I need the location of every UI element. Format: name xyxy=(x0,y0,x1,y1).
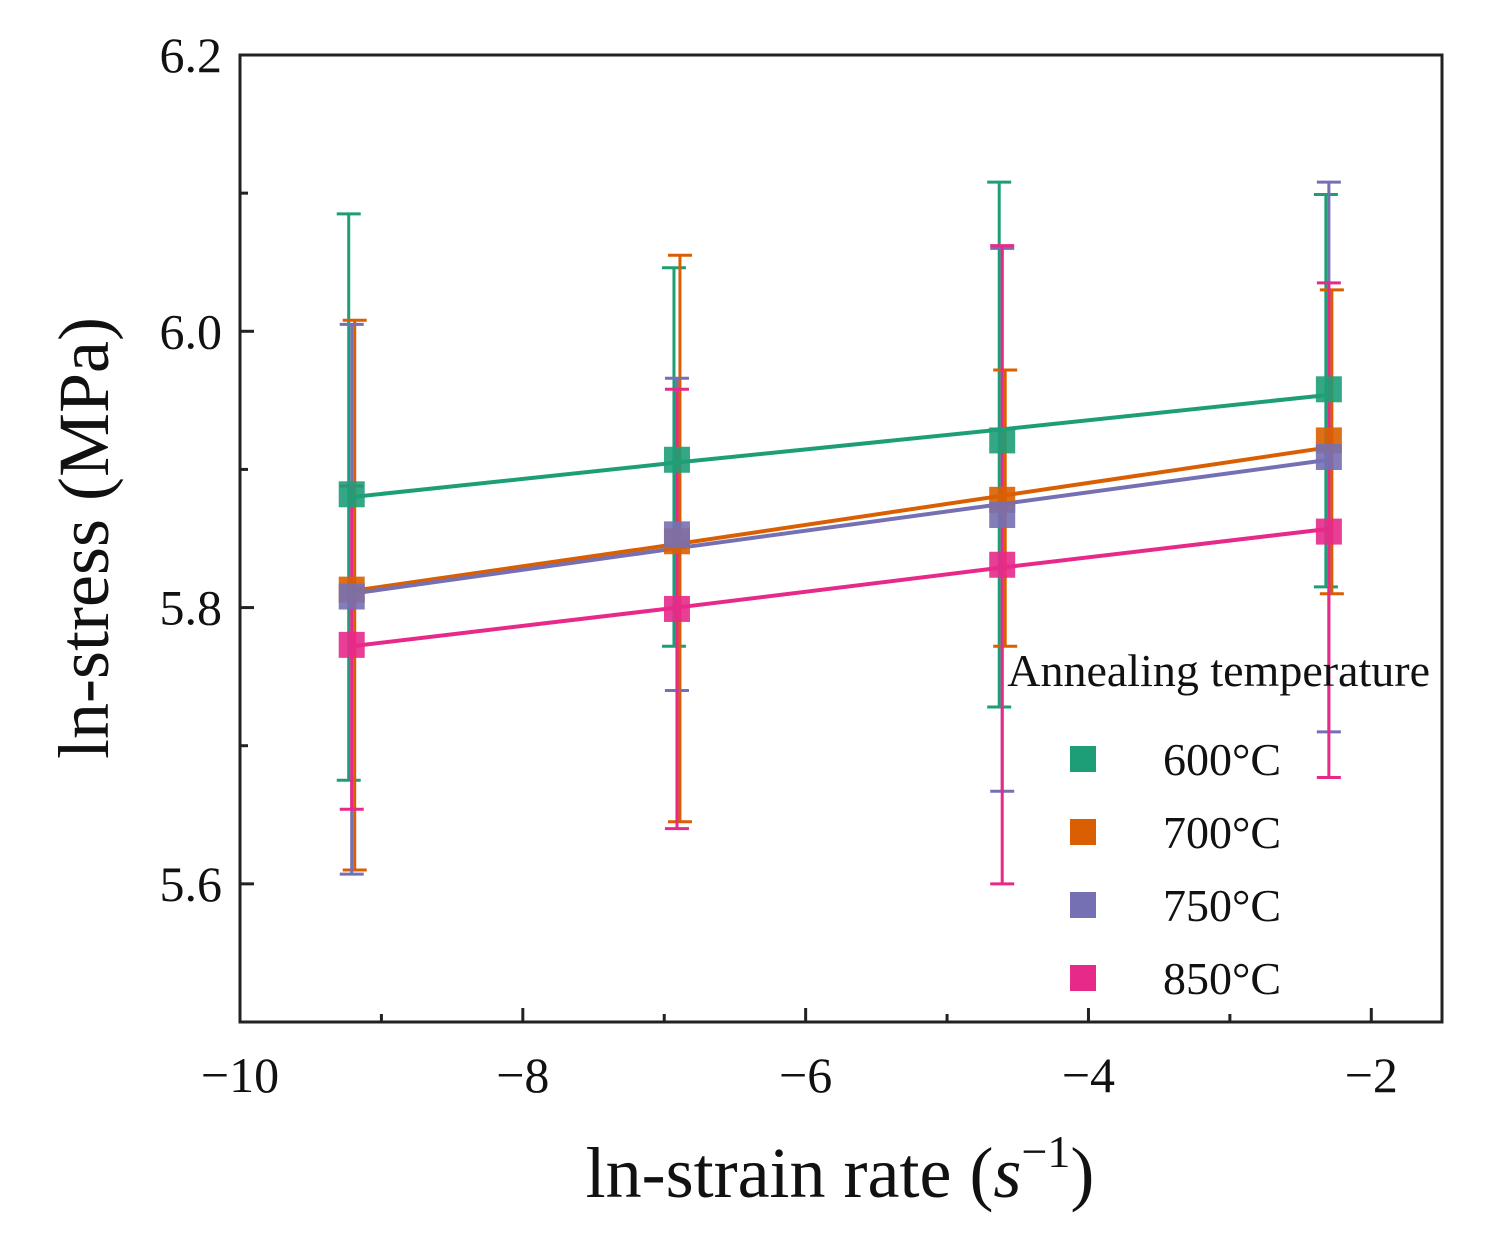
fit-line-850c xyxy=(351,526,1330,649)
markers-layer xyxy=(338,376,1342,658)
x-axis-title: ln-strain rate (s−1) xyxy=(586,1126,1095,1213)
x-tick-label: −6 xyxy=(779,1047,832,1103)
data-point-850c xyxy=(663,595,690,622)
data-point-750c xyxy=(989,502,1016,529)
legend-marker xyxy=(1070,819,1096,845)
y-tick-label: 6.0 xyxy=(160,303,223,359)
data-point-750c xyxy=(1315,443,1342,470)
fit-line-700c xyxy=(351,445,1330,593)
x-tick-label: −2 xyxy=(1345,1047,1398,1103)
data-point-850c xyxy=(989,551,1016,578)
data-point-850c xyxy=(338,631,365,658)
legend-entry-850c: 850°C xyxy=(1070,953,1281,1004)
y-axis-title: ln-stress (MPa) xyxy=(44,317,124,759)
legend: Annealing temperature 600°C 700°C 750°C 850… xyxy=(1007,645,1430,1004)
data-point-750c xyxy=(338,583,365,610)
legend-title: Annealing temperature xyxy=(1007,645,1430,696)
legend-label: 750°C xyxy=(1163,880,1281,931)
x-tick-label: −10 xyxy=(201,1047,279,1103)
x-tick-label: −8 xyxy=(496,1047,549,1103)
axes-layer xyxy=(238,53,1444,1024)
data-point-750c xyxy=(663,521,690,548)
y-tick-label: 5.6 xyxy=(160,856,223,912)
fit-line-750c xyxy=(351,457,1330,596)
y-tick-label: 5.8 xyxy=(160,580,223,636)
legend-marker xyxy=(1070,746,1096,772)
legend-marker xyxy=(1070,892,1096,918)
ticks-layer: −10 −8 −6 −4 −2 5.6 5.8 6.0 6.2 xyxy=(160,27,1398,1103)
data-point-600c xyxy=(663,446,690,473)
legend-label: 700°C xyxy=(1163,807,1281,858)
fit-line-600c xyxy=(351,392,1330,500)
legend-marker xyxy=(1070,965,1096,991)
legend-label: 850°C xyxy=(1163,953,1281,1004)
fit-lines-layer xyxy=(351,392,1330,649)
data-point-850c xyxy=(1315,518,1342,545)
data-point-600c xyxy=(1315,376,1342,403)
plot-frame xyxy=(238,53,1444,1024)
y-tick-label: 6.2 xyxy=(160,27,223,83)
legend-entry-600c: 600°C xyxy=(1070,734,1281,785)
legend-entry-700c: 700°C xyxy=(1070,807,1281,858)
legend-entry-750c: 750°C xyxy=(1070,880,1281,931)
x-tick-label: −4 xyxy=(1062,1047,1115,1103)
legend-label: 600°C xyxy=(1163,734,1281,785)
data-point-600c xyxy=(338,481,365,508)
data-point-600c xyxy=(989,427,1016,454)
